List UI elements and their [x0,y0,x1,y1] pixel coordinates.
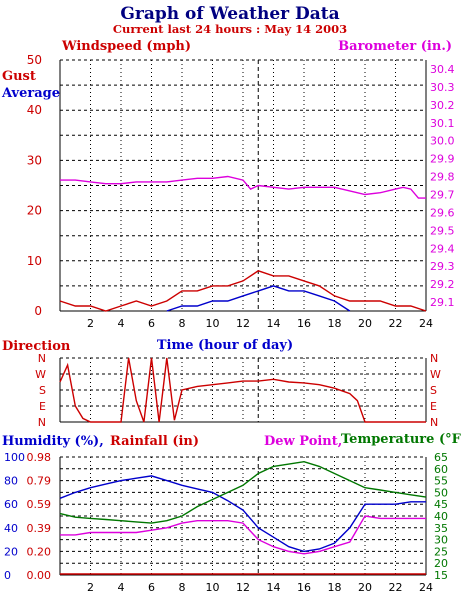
temperature-tick-label: 20 [434,557,448,570]
direction-label: Direction [2,339,71,354]
rainfall-tick-label: 0.79 [27,475,52,488]
barometer-tick-label: 29.7 [430,188,455,201]
barometer-tick-label: 29.8 [430,171,455,184]
wind-panel-x-tick-label: 16 [297,317,311,330]
temperature-tick-label: 40 [434,510,448,523]
humidity-panel-x-tick-label: 20 [358,581,372,594]
humidity-tick-label: 20 [4,545,18,558]
direction-tick-label-left: N [38,416,46,429]
wind-panel-x-tick-label: 4 [118,317,125,330]
direction-tick-label-right: S [430,384,437,397]
wind-panel-x-tick-label: 6 [148,317,155,330]
humidity-panel-x-tick-label: 6 [148,581,155,594]
humidity-series [59,475,426,553]
direction-series [59,357,426,423]
rainfall-tick-label: 0.59 [27,498,52,511]
humidity-panel-x-tick-label: 8 [179,581,186,594]
humidity-tick-label: 40 [4,522,18,535]
windspeed-tick-label: 30 [27,153,42,167]
humidity-panel-x-tick-label: 12 [236,581,250,594]
windspeed-tick-label: 0 [34,304,42,318]
chart-subtitle: Current last 24 hours : May 14 2003 [113,22,347,36]
windspeed-tick-label: 40 [27,103,42,117]
rainfall-tick-label: 0.39 [27,522,52,535]
time-axis-label: Time (hour of day) [157,338,293,353]
temperature-tick-label: 25 [434,545,448,558]
barometer-tick-label: 29.9 [430,153,455,166]
barometer-tick-label: 30.2 [430,99,455,112]
windspeed-tick-label: 50 [27,53,42,67]
temperature-tick-label: 65 [434,451,448,464]
wind-panel-x-tick-label: 10 [206,317,220,330]
barometer-tick-label: 29.4 [430,242,455,255]
dew-point-series [60,515,426,555]
wind-panel-x-tick-label: 22 [389,317,403,330]
humidity-panel-x-tick-label: 16 [297,581,311,594]
humidity-tick-label: 100 [4,451,25,464]
barometer-tick-label: 29.1 [430,296,455,309]
rainfall-label: Rainfall (in) [110,434,199,449]
barometer-tick-label: 29.6 [430,206,455,219]
temperature-tick-label: 55 [434,475,448,488]
barometer-tick-label: 29.3 [430,260,455,273]
wind-panel-x-tick-label: 2 [87,317,94,330]
wind-panel-x-tick-label: 24 [419,317,433,330]
wind-panel-x-tick-label: 12 [236,317,250,330]
dewpoint-label: Dew Point, [264,434,342,449]
rainfall-tick-label: 0.00 [27,569,52,582]
wind-panel-x-tick-label: 18 [328,317,342,330]
barometer-label: Barometer (in.) [338,39,452,54]
humidity-panel-x-tick-label: 4 [118,581,125,594]
direction-tick-label-right: E [430,400,437,413]
direction-tick-label-left: S [39,384,46,397]
temperature-series [59,460,427,524]
humidity-panel-x-tick-label: 14 [267,581,281,594]
direction-tick-label-right: N [430,352,438,365]
barometer-tick-label: 30.1 [430,117,455,130]
barometer-tick-label: 29.5 [430,224,455,237]
temperature-tick-label: 15 [434,569,448,582]
gust-label: Gust [2,69,36,84]
wind-panel-x-tick-label: 8 [179,317,186,330]
average-series [166,285,351,312]
barometer-series [60,175,426,199]
gust-series [59,270,427,312]
chart-title: Graph of Weather Data [120,4,339,24]
humidity-tick-label: 60 [4,498,18,511]
windspeed-tick-label: 10 [27,254,42,268]
humidity-tick-label: 0 [4,569,11,582]
barometer-tick-label: 30.4 [430,63,455,76]
windspeed-label: Windspeed (mph) [61,39,191,54]
average-label: Average [1,86,60,101]
temperature-tick-label: 45 [434,498,448,511]
direction-tick-label-left: N [38,352,46,365]
humidity-panel-x-tick-label: 2 [87,581,94,594]
humidity-panel-x-tick-label: 22 [389,581,403,594]
rainfall-tick-label: 0.20 [27,545,52,558]
barometer-tick-label: 29.2 [430,278,455,291]
humidity-panel-x-tick-label: 18 [328,581,342,594]
rainfall-tick-label: 0.98 [27,451,52,464]
temperature-tick-label: 60 [434,463,448,476]
direction-tick-label-right: W [430,368,441,381]
windspeed-tick-label: 20 [27,204,42,218]
direction-tick-label-left: E [39,400,46,413]
wind-panel-x-tick-label: 20 [358,317,372,330]
humidity-panel-x-tick-label: 24 [419,581,433,594]
temperature-tick-label: 50 [434,486,448,499]
direction-tick-label-right: N [430,416,438,429]
temperature-tick-label: 35 [434,522,448,535]
wind-panel-x-tick-label: 14 [267,317,281,330]
barometer-tick-label: 30.3 [430,81,455,94]
humidity-panel-x-tick-label: 10 [206,581,220,594]
temperature-tick-label: 30 [434,534,448,547]
humidity-tick-label: 80 [4,475,18,488]
direction-tick-label-left: W [35,368,46,381]
barometer-tick-label: 30.0 [430,135,455,148]
temperature-label: Temperature (°F) [341,432,461,447]
humidity-label: Humidity (%), [2,434,104,449]
